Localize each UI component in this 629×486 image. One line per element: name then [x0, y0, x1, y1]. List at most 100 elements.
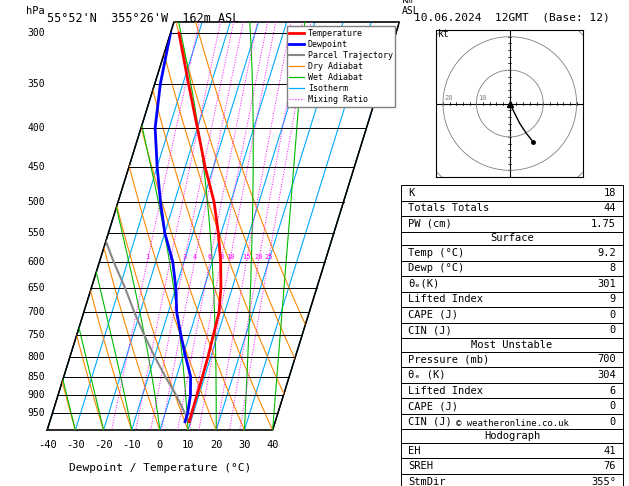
Text: Lifted Index: Lifted Index: [408, 295, 483, 304]
Text: 300: 300: [27, 28, 45, 38]
Bar: [401, 383, 623, 398]
Text: θₑ(K): θₑ(K): [408, 279, 439, 289]
Text: 400: 400: [27, 123, 45, 133]
Text: 3: 3: [402, 307, 408, 316]
Text: Hodograph: Hodograph: [484, 431, 540, 441]
Bar: [401, 414, 623, 429]
Text: -30: -30: [66, 440, 85, 451]
Text: 4: 4: [192, 254, 197, 260]
Text: Dewpoint / Temperature (°C): Dewpoint / Temperature (°C): [69, 463, 251, 473]
Bar: [401, 338, 623, 352]
Text: 2: 2: [402, 349, 408, 360]
Text: 9.2: 9.2: [598, 248, 616, 258]
Text: 9: 9: [610, 295, 616, 304]
Text: -40: -40: [38, 440, 57, 451]
Bar: [401, 367, 623, 383]
Text: 301: 301: [598, 279, 616, 289]
Text: Dewp (°C): Dewp (°C): [408, 263, 464, 274]
Text: -10: -10: [122, 440, 141, 451]
Text: 0: 0: [610, 310, 616, 320]
Text: 15: 15: [242, 254, 251, 260]
Text: 355°: 355°: [591, 477, 616, 486]
Text: 500: 500: [27, 196, 45, 207]
Bar: [401, 443, 623, 458]
Text: 0: 0: [610, 417, 616, 427]
Text: 1: 1: [145, 254, 150, 260]
Text: 76: 76: [604, 461, 616, 471]
Text: Pressure (mb): Pressure (mb): [408, 354, 489, 364]
Bar: [401, 352, 623, 367]
Text: 20: 20: [210, 440, 223, 451]
Text: 304: 304: [598, 370, 616, 380]
Text: K: K: [408, 188, 414, 198]
Text: CIN (J): CIN (J): [408, 326, 452, 335]
Text: 55°52'N  355°26'W  162m ASL: 55°52'N 355°26'W 162m ASL: [47, 12, 240, 25]
Bar: [401, 474, 623, 486]
Legend: Temperature, Dewpoint, Parcel Trajectory, Dry Adiabat, Wet Adiabat, Isotherm, Mi: Temperature, Dewpoint, Parcel Trajectory…: [287, 26, 395, 106]
Text: 44: 44: [604, 204, 616, 213]
Text: km
ASL: km ASL: [402, 0, 420, 16]
Text: 10: 10: [226, 254, 235, 260]
Text: 10.06.2024  12GMT  (Base: 12): 10.06.2024 12GMT (Base: 12): [414, 12, 610, 22]
Text: 10: 10: [478, 95, 487, 101]
Text: 1: 1: [402, 388, 408, 399]
Text: © weatheronline.co.uk: © weatheronline.co.uk: [455, 419, 569, 428]
Text: 4: 4: [402, 257, 408, 267]
Text: 0: 0: [610, 401, 616, 411]
Text: 6: 6: [208, 254, 212, 260]
Text: 10: 10: [182, 440, 194, 451]
Text: Temp (°C): Temp (°C): [408, 248, 464, 258]
Bar: [401, 245, 623, 260]
Text: StmDir: StmDir: [408, 477, 445, 486]
Bar: [401, 201, 623, 216]
Text: 6: 6: [402, 139, 408, 149]
Text: 950: 950: [27, 408, 45, 418]
Text: EH: EH: [408, 446, 420, 455]
Text: -20: -20: [94, 440, 113, 451]
Text: 1.75: 1.75: [591, 219, 616, 229]
Bar: [401, 429, 623, 443]
Text: 550: 550: [27, 228, 45, 238]
Text: 750: 750: [27, 330, 45, 340]
Text: 700: 700: [598, 354, 616, 364]
Text: 5: 5: [402, 202, 408, 212]
Text: SREH: SREH: [408, 461, 433, 471]
Text: 0: 0: [157, 440, 163, 451]
Bar: [401, 232, 623, 245]
Text: Lifted Index: Lifted Index: [408, 385, 483, 396]
Text: 41: 41: [604, 446, 616, 455]
Bar: [401, 260, 623, 276]
Text: 6: 6: [610, 385, 616, 396]
Text: 700: 700: [27, 308, 45, 317]
Text: 600: 600: [27, 257, 45, 267]
Text: 3: 3: [182, 254, 187, 260]
Text: 8: 8: [610, 263, 616, 274]
Text: 900: 900: [27, 390, 45, 400]
Text: 18: 18: [604, 188, 616, 198]
Text: 2: 2: [169, 254, 172, 260]
Text: 450: 450: [27, 162, 45, 172]
Text: 800: 800: [27, 351, 45, 362]
Text: Mixing Ratio (g/kg): Mixing Ratio (g/kg): [417, 170, 427, 282]
Text: 8: 8: [219, 254, 223, 260]
Text: 20: 20: [255, 254, 263, 260]
Text: 40: 40: [266, 440, 279, 451]
Text: 350: 350: [27, 79, 45, 89]
Text: 30: 30: [238, 440, 251, 451]
Text: 650: 650: [27, 283, 45, 293]
Text: LCL: LCL: [402, 417, 420, 427]
Text: 0: 0: [610, 326, 616, 335]
Text: CAPE (J): CAPE (J): [408, 310, 458, 320]
Text: θₑ (K): θₑ (K): [408, 370, 445, 380]
Text: 20: 20: [445, 95, 453, 101]
Bar: [401, 323, 623, 338]
Text: 25: 25: [264, 254, 273, 260]
Text: kt: kt: [438, 29, 450, 39]
Text: hPa: hPa: [26, 6, 45, 16]
Bar: [401, 292, 623, 307]
Bar: [401, 185, 623, 201]
Bar: [401, 276, 623, 292]
Text: Surface: Surface: [490, 233, 534, 243]
Text: PW (cm): PW (cm): [408, 219, 452, 229]
Text: Totals Totals: Totals Totals: [408, 204, 489, 213]
